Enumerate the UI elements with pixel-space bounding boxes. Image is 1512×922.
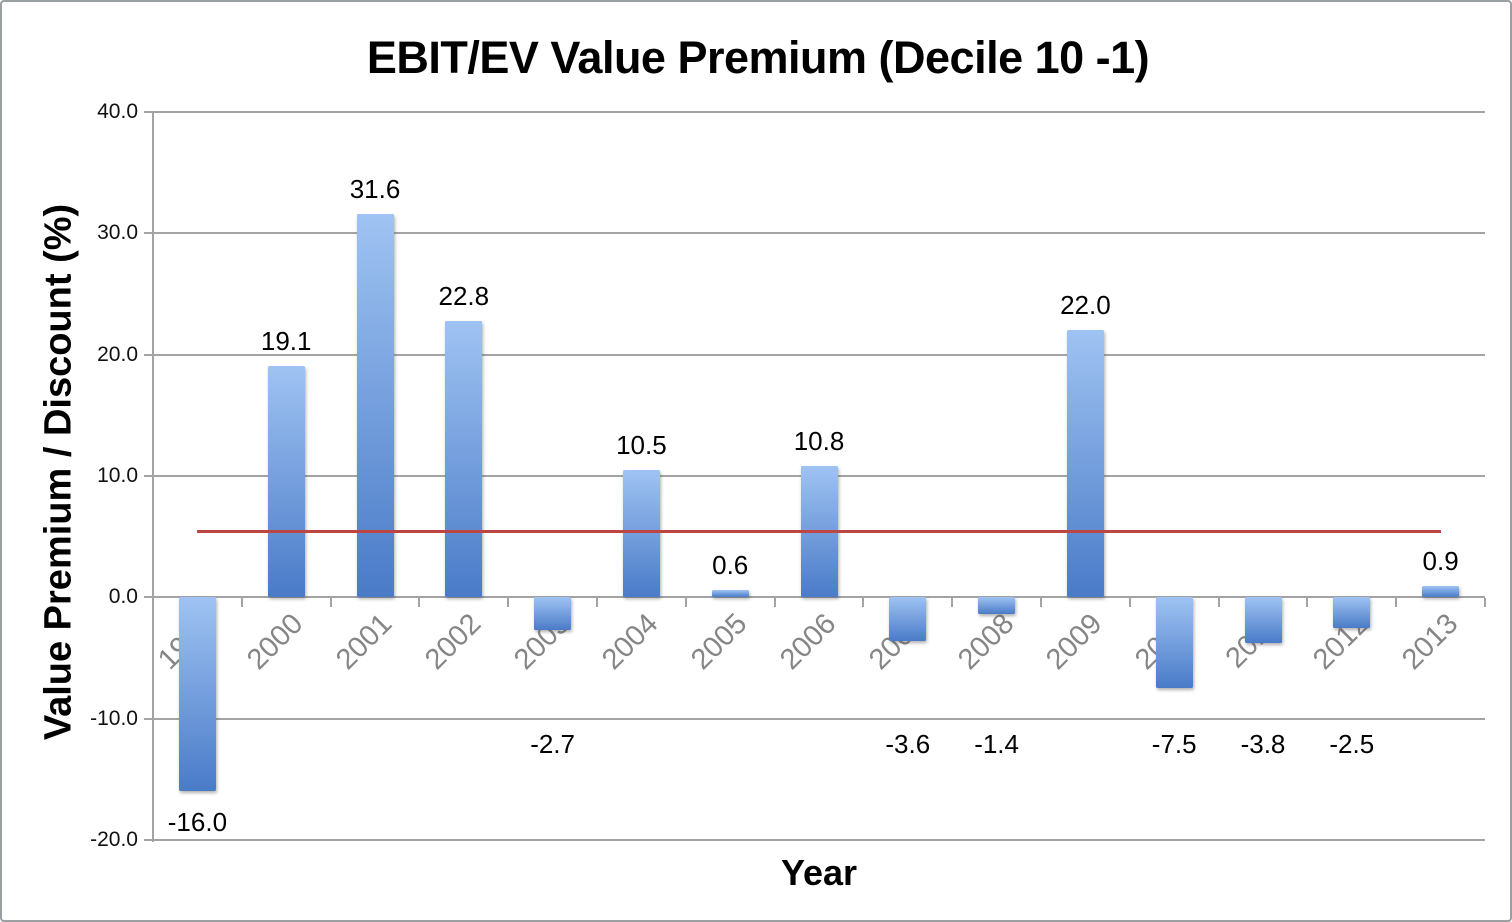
x-axis-tick	[240, 598, 243, 608]
x-axis-tick	[507, 598, 510, 608]
bar-2000	[267, 365, 305, 598]
bar-2013	[1422, 586, 1460, 598]
bar-2011	[1244, 597, 1282, 644]
bar-2010	[1155, 597, 1193, 689]
gridline	[153, 232, 1485, 235]
bar-2008	[978, 597, 1016, 615]
data-label: 10.5	[616, 429, 667, 460]
y-tick-label: 20.0	[97, 342, 138, 366]
y-tick-label: 40.0	[97, 100, 138, 123]
x-category-label: 2005	[685, 608, 754, 677]
y-axis-tick	[144, 353, 153, 356]
x-category-label: 2013	[1395, 608, 1464, 677]
bar-2012	[1333, 597, 1371, 628]
y-axis-tick	[144, 596, 153, 599]
data-label: -3.6	[885, 729, 931, 759]
gridline	[153, 596, 1485, 599]
bar-2004	[622, 469, 660, 598]
x-category-label: 2000	[241, 608, 310, 677]
data-label: -3.8	[1240, 729, 1286, 759]
x-axis-tick	[862, 598, 865, 608]
x-category-label: 2009	[1040, 608, 1109, 677]
data-label: -7.5	[1151, 729, 1197, 759]
x-axis-tick	[1395, 598, 1398, 608]
x-axis-tick	[329, 598, 332, 608]
x-category-label: 2006	[774, 608, 843, 677]
data-label: 31.6	[349, 173, 401, 204]
data-label: 10.8	[793, 426, 845, 457]
data-label: -16.0	[167, 807, 228, 838]
y-axis-tick	[144, 111, 153, 113]
gridline	[153, 353, 1485, 356]
y-tick-label: 10.0	[97, 464, 138, 487]
bar-1999	[178, 597, 216, 792]
data-label: 0.9	[1422, 546, 1459, 577]
x-category-label: 2001	[330, 608, 399, 677]
bar-2002	[445, 320, 483, 598]
data-label: 19.1	[260, 325, 312, 356]
data-label: -1.4	[974, 729, 1019, 759]
y-tick-label: 0.0	[108, 585, 138, 609]
data-label: -2.7	[530, 729, 575, 759]
y-axis-tick	[144, 232, 153, 235]
x-axis-tick	[684, 598, 687, 608]
bar-2007	[889, 597, 927, 641]
data-label: 0.6	[712, 550, 749, 581]
bar-2009	[1066, 330, 1104, 598]
gridline	[153, 111, 1485, 113]
mean-line	[197, 530, 1441, 534]
x-axis-tick	[1040, 598, 1042, 608]
x-axis-tick	[596, 598, 598, 608]
bar-2003	[534, 597, 572, 631]
y-axis-tick	[144, 839, 153, 841]
y-tick-label: -20.0	[90, 828, 138, 851]
x-axis-tick	[951, 598, 954, 608]
y-tick-label: -10.0	[90, 706, 138, 730]
bar-2005	[711, 590, 749, 598]
y-axis-line	[152, 112, 154, 842]
x-category-label: 2004	[596, 608, 665, 677]
x-category-label: 2008	[951, 608, 1020, 677]
chart-title: EBIT/EV Value Premium (Decile 10 -1)	[366, 32, 1150, 83]
x-axis-title: Year	[780, 852, 858, 893]
x-axis-tick	[152, 598, 154, 608]
x-category-label: 2002	[418, 608, 488, 677]
plot-area: 40.030.020.010.00.0-10.0-20.019992000200…	[90, 100, 1486, 851]
data-label: 22.8	[438, 280, 490, 311]
y-axis-tick	[144, 717, 153, 720]
x-axis-tick	[1217, 598, 1220, 608]
gridline	[153, 717, 1485, 720]
bar-2001	[356, 213, 394, 598]
data-label: -2.5	[1329, 729, 1375, 759]
x-axis-tick	[1484, 598, 1486, 608]
x-axis-tick	[1128, 598, 1131, 608]
x-axis-tick	[1306, 598, 1309, 608]
y-tick-label: 30.0	[97, 221, 138, 245]
y-axis-tick	[144, 475, 153, 477]
gridline	[153, 839, 1485, 841]
x-axis-tick	[773, 598, 776, 608]
x-axis-tick	[418, 598, 421, 608]
data-label: 22.0	[1060, 290, 1111, 321]
